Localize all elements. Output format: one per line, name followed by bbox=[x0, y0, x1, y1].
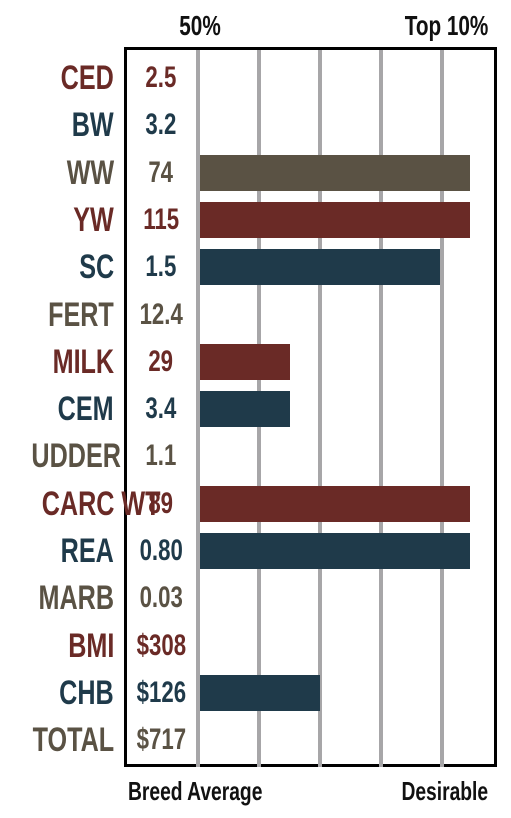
category-label: UDDER bbox=[31, 437, 121, 476]
bar-sc bbox=[200, 249, 440, 286]
bar-rea bbox=[200, 533, 470, 569]
bar-milk bbox=[200, 343, 290, 380]
category-label: REA bbox=[60, 532, 114, 570]
axis-label-50-percent: 50% bbox=[179, 10, 221, 41]
bar-carc-wt bbox=[200, 485, 470, 522]
bar-chb bbox=[200, 674, 320, 711]
axis-label-top-10-percent: Top 10% bbox=[404, 10, 489, 41]
gridline-4 bbox=[379, 50, 383, 767]
value-label: 29 bbox=[148, 344, 174, 378]
value-label: 74 bbox=[148, 155, 174, 189]
value-label: 115 bbox=[143, 202, 179, 236]
axis-label-breed-average: Breed Average bbox=[128, 776, 263, 806]
gridline-1 bbox=[196, 50, 200, 767]
category-label: SC bbox=[79, 248, 114, 287]
value-label: 3.4 bbox=[145, 392, 177, 426]
bar-yw bbox=[200, 201, 470, 238]
category-label: CARC WT bbox=[41, 484, 161, 523]
category-label: WW bbox=[66, 153, 114, 192]
value-label: 89 bbox=[148, 486, 174, 520]
category-label: CHB bbox=[59, 673, 114, 712]
value-label: $717 bbox=[136, 723, 187, 757]
gridline-3 bbox=[318, 50, 322, 767]
value-label: 3.2 bbox=[145, 108, 177, 142]
axis-label-desirable: Desirable bbox=[401, 776, 488, 806]
bar-cem bbox=[200, 391, 290, 428]
category-label: YW bbox=[73, 200, 114, 239]
category-label: TOTAL bbox=[32, 721, 114, 760]
value-label: $126 bbox=[136, 675, 187, 709]
category-label: FERT bbox=[48, 295, 114, 334]
category-label: MARB bbox=[38, 579, 114, 618]
value-label: 0.80 bbox=[139, 534, 183, 567]
category-label: CED bbox=[60, 59, 114, 97]
value-label: 2.5 bbox=[145, 61, 177, 94]
category-label: BW bbox=[72, 106, 114, 145]
bar-ww bbox=[200, 154, 470, 191]
value-label: 12.4 bbox=[139, 297, 183, 331]
category-label: MILK bbox=[52, 342, 114, 381]
gridline-5 bbox=[440, 50, 444, 767]
category-label: BMI bbox=[67, 626, 114, 665]
category-label: CEM bbox=[58, 390, 114, 429]
value-label: $308 bbox=[136, 628, 187, 662]
value-label: 1.5 bbox=[145, 250, 177, 284]
chart-frame bbox=[124, 47, 497, 767]
value-label: 0.03 bbox=[139, 581, 183, 615]
value-label: 1.1 bbox=[145, 439, 177, 473]
